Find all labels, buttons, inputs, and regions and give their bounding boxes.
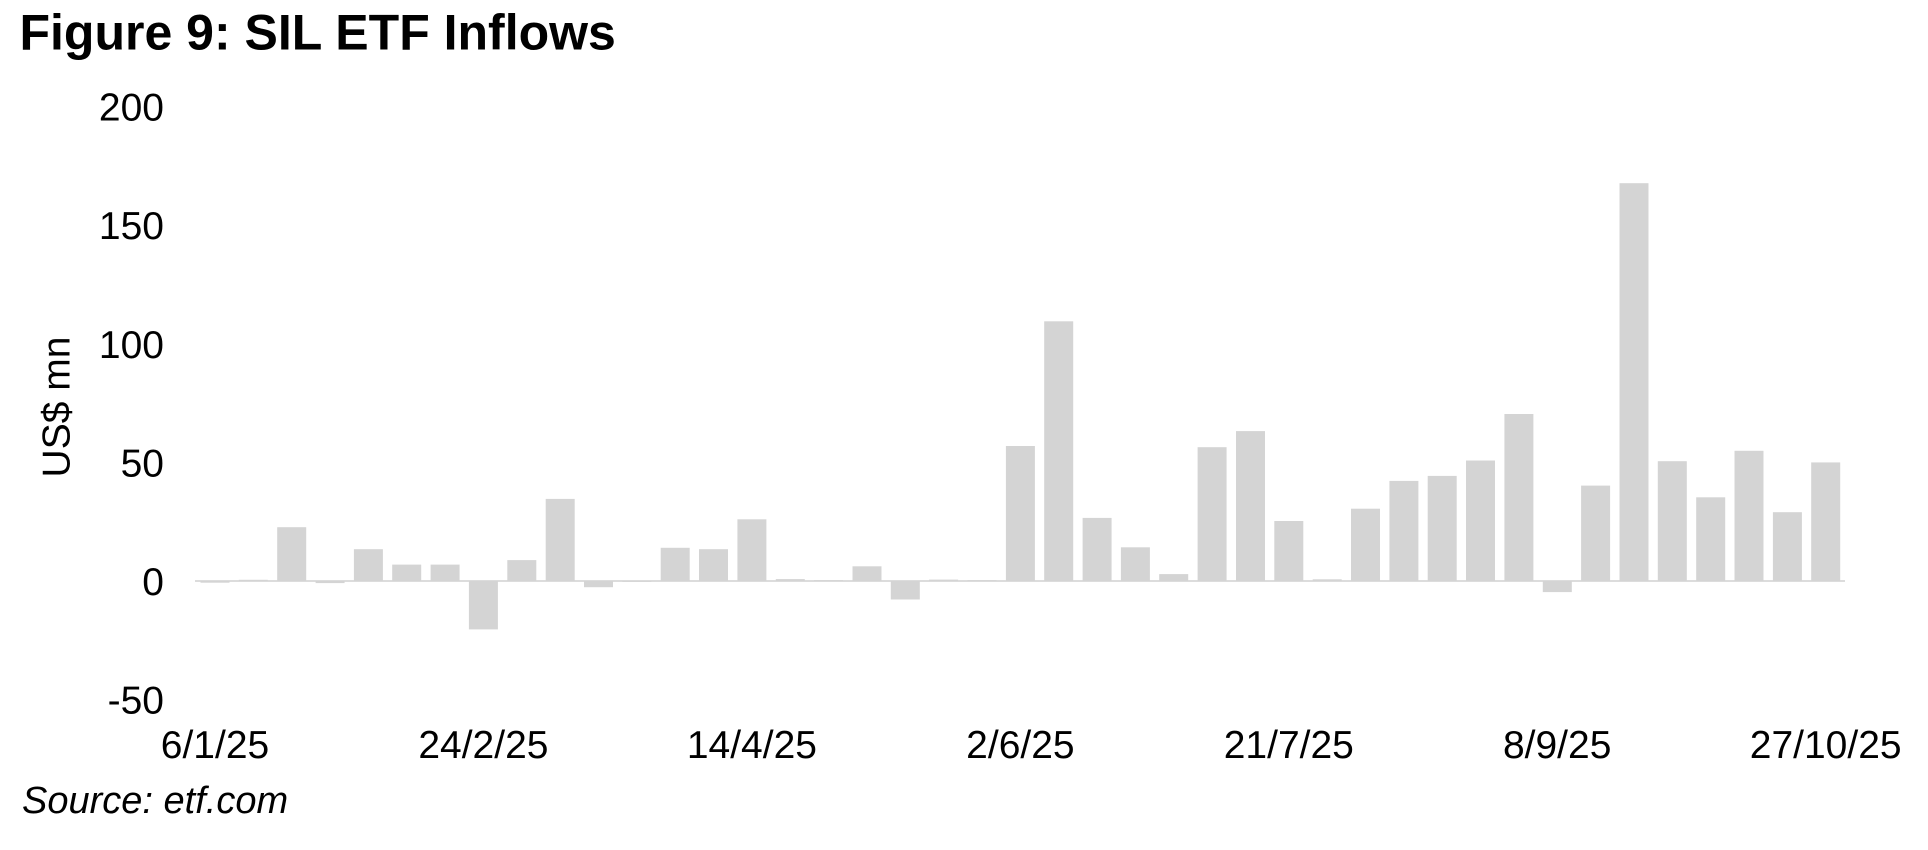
svg-text:Figure 9: SIL ETF Inflows: Figure 9: SIL ETF Inflows <box>20 5 616 61</box>
svg-text:0: 0 <box>142 561 164 604</box>
svg-text:200: 200 <box>99 87 164 130</box>
svg-text:-50: -50 <box>108 680 164 723</box>
svg-text:100: 100 <box>99 324 164 367</box>
svg-text:21/7/25: 21/7/25 <box>1224 724 1354 767</box>
svg-text:US$ mn: US$ mn <box>36 337 79 478</box>
svg-text:24/2/25: 24/2/25 <box>418 724 548 767</box>
svg-text:8/9/25: 8/9/25 <box>1503 724 1611 767</box>
svg-text:27/10/25: 27/10/25 <box>1750 724 1902 767</box>
svg-text:Source: etf.com: Source: etf.com <box>22 780 288 822</box>
svg-text:2/6/25: 2/6/25 <box>966 724 1074 767</box>
svg-text:6/1/25: 6/1/25 <box>161 724 269 767</box>
svg-text:150: 150 <box>99 205 164 248</box>
svg-text:50: 50 <box>121 442 164 485</box>
svg-text:14/4/25: 14/4/25 <box>687 724 817 767</box>
